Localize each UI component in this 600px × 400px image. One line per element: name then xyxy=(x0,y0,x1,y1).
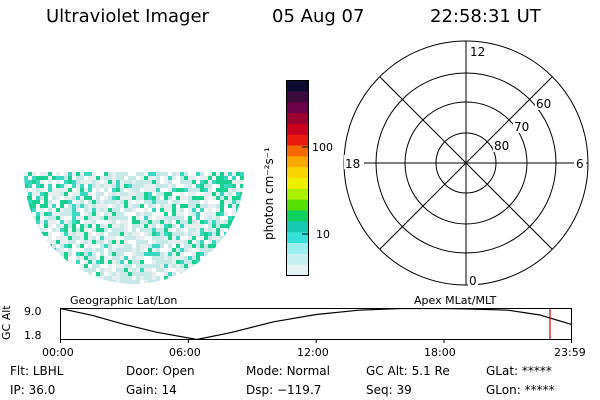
status-ip: IP: 36.0 xyxy=(10,383,56,397)
colorbar-cell xyxy=(286,167,309,179)
auroral-image xyxy=(24,172,244,286)
lat-label-80: 80 xyxy=(494,139,509,153)
polar-plot: 12 18 6 0 60 70 80 xyxy=(343,40,589,288)
status-seq: Seq: 39 xyxy=(366,383,412,397)
colorbar-cell xyxy=(286,253,309,266)
x-tick-2359: 23:59 xyxy=(554,346,586,359)
status-glat: GLat: ***** xyxy=(486,364,552,378)
geographic-label: Geographic Lat/Lon xyxy=(70,294,178,307)
colorbar-cell xyxy=(286,243,309,255)
colorbar-cell xyxy=(286,221,309,233)
apex-label: Apex MLat/MLT xyxy=(414,294,497,307)
altitude-line xyxy=(60,308,572,341)
instrument-title: Ultraviolet Imager xyxy=(46,6,209,27)
colorbar xyxy=(286,80,309,276)
x-tick-00: 00:00 xyxy=(42,346,74,359)
colorbar-cell xyxy=(286,113,309,125)
mlt-label-18: 18 xyxy=(345,157,360,171)
y-tick-high: 9.0 xyxy=(24,305,42,318)
colorbar-tick-10: 10 xyxy=(316,228,330,241)
status-gain: Gain: 14 xyxy=(126,383,177,397)
colorbar-cell xyxy=(286,123,309,136)
colorbar-cell xyxy=(286,145,309,157)
lat-label-60: 60 xyxy=(536,97,551,111)
colorbar-cell xyxy=(286,178,309,190)
colorbar-cell xyxy=(286,210,309,222)
colorbar-cell xyxy=(286,102,309,114)
colorbar-cell xyxy=(286,199,309,212)
mlt-label-12: 12 xyxy=(470,45,485,59)
x-tick-12: 12:00 xyxy=(297,346,329,359)
status-door: Door: Open xyxy=(126,364,195,378)
colorbar-tick-100: 100 xyxy=(312,141,333,154)
status-dsp: Dsp: −119.7 xyxy=(246,383,322,397)
mlt-label-6: 6 xyxy=(576,157,584,171)
date-label: 05 Aug 07 xyxy=(272,6,365,27)
mlt-label-0: 0 xyxy=(469,274,477,288)
x-tick-18: 18:00 xyxy=(424,346,456,359)
colorbar-cell xyxy=(286,134,309,147)
y-tick-low: 1.8 xyxy=(24,329,42,342)
time-label: 22:58:31 UT xyxy=(430,6,541,27)
status-mode: Mode: Normal xyxy=(246,364,330,378)
colorbar-cell xyxy=(286,156,309,168)
colorbar-cell xyxy=(286,188,309,201)
colorbar-cell xyxy=(286,80,309,92)
altitude-axis-label: GC Alt xyxy=(0,305,13,340)
colorbar-label: photon cm⁻²s⁻¹ xyxy=(262,147,276,240)
status-flt: Flt: LBHL xyxy=(10,364,64,378)
status-glon: GLon: ***** xyxy=(486,383,555,397)
colorbar-cell xyxy=(286,232,309,244)
colorbar-cell xyxy=(286,91,309,103)
x-tick-06: 06:00 xyxy=(169,346,201,359)
lat-label-70: 70 xyxy=(514,120,529,134)
status-gc-alt: GC Alt: 5.1 Re xyxy=(366,364,450,378)
altitude-chart xyxy=(60,308,572,343)
colorbar-cell xyxy=(286,264,309,276)
